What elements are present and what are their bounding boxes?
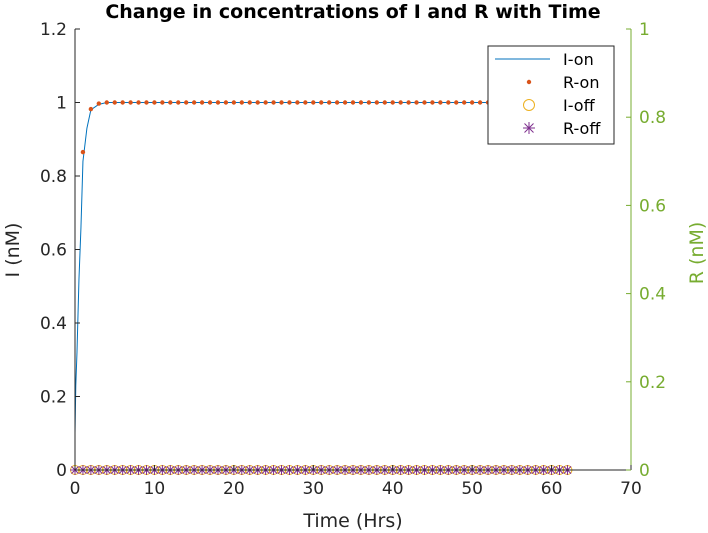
chart-title: Change in concentrations of I and R with… — [105, 1, 600, 23]
y-ticks-right: 0 0.2 0.4 0.6 0.8 1 — [626, 20, 666, 481]
data-point-r-on — [207, 100, 213, 105]
data-point-r-on — [96, 101, 102, 106]
data-point-r-on — [160, 100, 165, 105]
data-point-r-on — [223, 100, 229, 105]
data-point-r-on — [168, 100, 173, 105]
legend: I-on R-on I-off R-off — [487, 45, 615, 145]
data-point-r-on — [263, 100, 268, 105]
data-point-r-on — [462, 100, 467, 105]
legend-label-r-off: R-off — [563, 119, 601, 138]
x-tick-label: 70 — [620, 479, 642, 499]
data-point-r-on — [152, 100, 157, 105]
y-right-tick-label: 0.4 — [639, 285, 666, 305]
data-point-r-on — [144, 100, 149, 105]
data-point-r-on — [326, 100, 332, 105]
x-tick-label: 0 — [70, 479, 81, 499]
x-tick-label: 10 — [144, 479, 166, 499]
data-point-r-on — [80, 149, 86, 155]
legend-swatch-r-off — [523, 122, 535, 134]
data-point-r-on — [191, 100, 197, 105]
data-point-r-on — [477, 100, 483, 105]
data-point-r-on — [176, 100, 181, 105]
y-right-tick-label: 0.6 — [639, 196, 666, 216]
legend-label-i-on: I-on — [563, 50, 594, 69]
data-point-r-on — [350, 100, 356, 105]
data-point-r-on — [239, 100, 244, 105]
data-point-r-on — [438, 100, 443, 105]
data-point-r-on — [128, 100, 133, 105]
data-point-r-on — [231, 100, 237, 105]
x-tick-label: 60 — [541, 479, 563, 499]
data-point-r-on — [430, 100, 435, 105]
data-point-r-on — [215, 100, 221, 105]
x-axis-label: Time (Hrs) — [302, 510, 402, 532]
y-tick-label: 0.2 — [40, 388, 67, 408]
data-point-r-on — [342, 100, 348, 105]
data-point-r-on — [279, 100, 284, 105]
x-ticks: 0 10 20 30 40 50 60 70 — [70, 465, 642, 499]
x-tick-label: 50 — [461, 479, 483, 499]
legend-box — [487, 45, 615, 145]
data-point-r-on — [382, 100, 387, 105]
data-point-r-on — [199, 100, 205, 105]
data-point-r-on — [454, 100, 459, 105]
data-point-r-on — [255, 100, 260, 105]
y-right-tick-label: 0.8 — [639, 108, 666, 128]
data-point-r-on — [287, 100, 292, 105]
y-tick-label: 1 — [56, 94, 67, 114]
legend-swatch-i-off — [523, 99, 535, 111]
data-point-r-on — [406, 100, 411, 105]
x-tick-label: 30 — [302, 479, 324, 499]
data-point-r-on — [295, 100, 300, 105]
data-point-r-on — [446, 100, 451, 105]
y-axis-right-label: R (nM) — [686, 222, 708, 285]
data-point-r-on — [184, 100, 189, 105]
data-point-r-on — [247, 100, 252, 105]
y-right-tick-label: 0.2 — [639, 373, 666, 393]
data-point-r-on — [422, 100, 427, 105]
y-axis-left-label: I (nM) — [2, 223, 24, 278]
y-tick-label: 1.2 — [40, 20, 67, 40]
data-point-r-on — [104, 100, 109, 105]
y-right-tick-label: 0 — [639, 461, 650, 481]
data-point-r-on — [334, 100, 340, 105]
data-point-r-on — [271, 100, 276, 105]
legend-label-r-on: R-on — [563, 73, 599, 92]
data-point-r-on — [358, 100, 364, 105]
y-tick-label: 0 — [56, 461, 67, 481]
y-ticks-left: 0 0.2 0.4 0.6 0.8 1 1.2 — [40, 20, 80, 481]
data-point-r-on — [311, 100, 316, 105]
data-point-r-on — [120, 100, 125, 105]
x-tick-label: 20 — [223, 479, 245, 499]
data-point-r-on — [88, 106, 94, 112]
y-tick-label: 0.4 — [40, 314, 67, 334]
data-point-r-on — [374, 100, 380, 105]
y-tick-label: 0.6 — [40, 241, 67, 261]
data-point-r-on — [303, 100, 308, 105]
y-tick-label: 0.8 — [40, 167, 67, 187]
y-right-tick-label: 1 — [639, 20, 650, 40]
legend-swatch-r-on — [526, 79, 532, 85]
data-point-r-on — [319, 100, 324, 105]
data-point-r-on — [469, 100, 475, 105]
data-point-r-on — [390, 100, 395, 105]
data-point-r-on — [112, 100, 117, 105]
data-point-r-on — [366, 100, 372, 105]
x-tick-label: 40 — [382, 479, 404, 499]
data-point-r-on — [398, 100, 403, 105]
legend-label-i-off: I-off — [563, 96, 596, 115]
data-point-r-on — [136, 100, 141, 105]
data-point-r-on — [414, 100, 419, 105]
